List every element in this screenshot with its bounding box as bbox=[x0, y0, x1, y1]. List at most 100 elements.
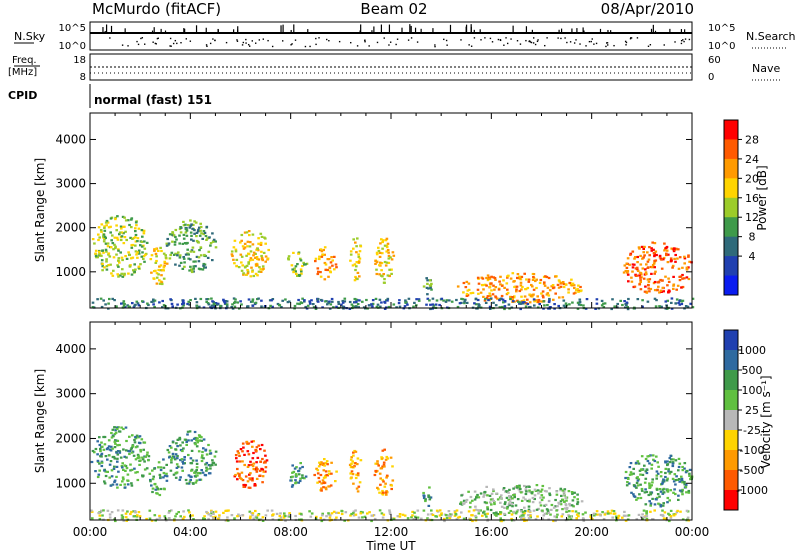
velocity-cell bbox=[147, 455, 151, 458]
power-cell bbox=[166, 237, 169, 241]
velocity-cell bbox=[386, 457, 390, 460]
power-cell bbox=[197, 228, 200, 231]
freq-tick-bottom: 8 bbox=[80, 72, 86, 83]
power-cell bbox=[494, 304, 498, 307]
nsearch-point bbox=[172, 42, 175, 45]
power-cell bbox=[477, 292, 480, 295]
velocity-cell bbox=[482, 495, 485, 498]
velocity-cell bbox=[165, 475, 169, 478]
time-tick-label: 16:00 bbox=[474, 525, 509, 539]
velocity-cell bbox=[355, 473, 358, 476]
velocity-cell bbox=[607, 512, 610, 515]
power-cell bbox=[674, 260, 677, 263]
nave-label: Nave bbox=[752, 62, 780, 75]
power-cell bbox=[211, 300, 214, 303]
nsearch-point bbox=[636, 37, 639, 39]
power-cell bbox=[340, 303, 343, 306]
power-cell bbox=[676, 257, 679, 260]
power-cell bbox=[103, 226, 106, 229]
power-cell bbox=[672, 250, 676, 253]
velocity-cell bbox=[250, 463, 253, 466]
velocity-cell bbox=[293, 467, 297, 470]
power-cell bbox=[626, 273, 630, 276]
power-cell bbox=[687, 254, 690, 257]
power-cell bbox=[329, 303, 333, 306]
power-cell bbox=[425, 286, 429, 289]
power-cell bbox=[240, 261, 243, 264]
power-cell bbox=[178, 256, 182, 259]
velocity-cell bbox=[328, 485, 331, 488]
power-cell bbox=[186, 248, 189, 251]
velocity-cell bbox=[545, 490, 548, 493]
velocity-cell bbox=[190, 475, 193, 478]
velocity-cell bbox=[672, 491, 675, 494]
power-cell bbox=[173, 240, 177, 244]
velocity-cell bbox=[98, 436, 101, 439]
power-cell bbox=[155, 272, 159, 275]
power-cell bbox=[196, 230, 200, 233]
velocity-cell bbox=[253, 484, 256, 487]
velocity-cell bbox=[384, 482, 387, 485]
velocity-cell bbox=[632, 495, 636, 498]
power-cell bbox=[243, 242, 247, 245]
power-cell bbox=[137, 265, 141, 268]
power-cell bbox=[546, 304, 549, 307]
power-cell bbox=[192, 239, 195, 242]
velocity-cell bbox=[645, 514, 649, 518]
velocity-cell bbox=[448, 516, 452, 519]
velocity-cell bbox=[554, 519, 557, 522]
nsearch-point bbox=[525, 39, 527, 42]
velocity-cell bbox=[648, 486, 651, 489]
power-cell bbox=[189, 231, 193, 234]
power-cell bbox=[353, 279, 357, 282]
power-cell bbox=[152, 303, 155, 306]
velocity-cell bbox=[354, 450, 358, 453]
power-echo-region bbox=[314, 246, 338, 281]
power-cell bbox=[486, 274, 490, 277]
velocity-cell bbox=[320, 482, 323, 485]
velocity-cell bbox=[320, 487, 323, 490]
velocity-cell bbox=[194, 475, 198, 478]
velocity-cell bbox=[533, 494, 537, 497]
power-cell bbox=[407, 297, 411, 300]
power-cell bbox=[301, 264, 304, 268]
power-echo-region bbox=[165, 219, 218, 274]
velocity-cell bbox=[609, 512, 612, 515]
velocity-cell bbox=[401, 513, 405, 516]
velocity-cell bbox=[643, 481, 647, 484]
power-cell bbox=[115, 224, 118, 227]
power-cell bbox=[519, 307, 522, 311]
power-cell bbox=[290, 264, 294, 267]
power-cell bbox=[640, 245, 644, 248]
velocity-cell bbox=[485, 515, 488, 518]
velocity-cell bbox=[549, 513, 552, 516]
power-cell bbox=[240, 269, 244, 272]
power-cell bbox=[642, 256, 645, 259]
velocity-cell bbox=[139, 448, 142, 452]
velocity-cell bbox=[577, 512, 580, 515]
power-cell bbox=[191, 227, 194, 230]
velocity-cell bbox=[121, 476, 125, 479]
power-cell bbox=[382, 273, 385, 276]
velocity-cell bbox=[573, 496, 576, 499]
power-cell bbox=[385, 244, 389, 247]
power-cell bbox=[380, 238, 383, 241]
time-tick-label: 12:00 bbox=[374, 525, 409, 539]
velocity-cell bbox=[388, 511, 392, 514]
velocity-cell bbox=[176, 454, 179, 458]
nsearch-point bbox=[309, 45, 311, 48]
velocity-cell bbox=[671, 477, 675, 480]
velocity-cell bbox=[155, 492, 158, 495]
power-cell bbox=[134, 221, 138, 224]
nsearch-point bbox=[137, 43, 140, 46]
power-cell bbox=[195, 301, 199, 304]
power-cell bbox=[491, 293, 495, 296]
velocity-cell bbox=[562, 493, 566, 496]
power-cell bbox=[153, 270, 156, 273]
velocity-cell bbox=[489, 498, 493, 501]
nsearch-point bbox=[688, 38, 691, 41]
velocity-cell bbox=[520, 499, 524, 502]
velocity-cell bbox=[190, 462, 194, 465]
velocity-cell bbox=[559, 500, 563, 503]
power-cell bbox=[476, 276, 480, 279]
